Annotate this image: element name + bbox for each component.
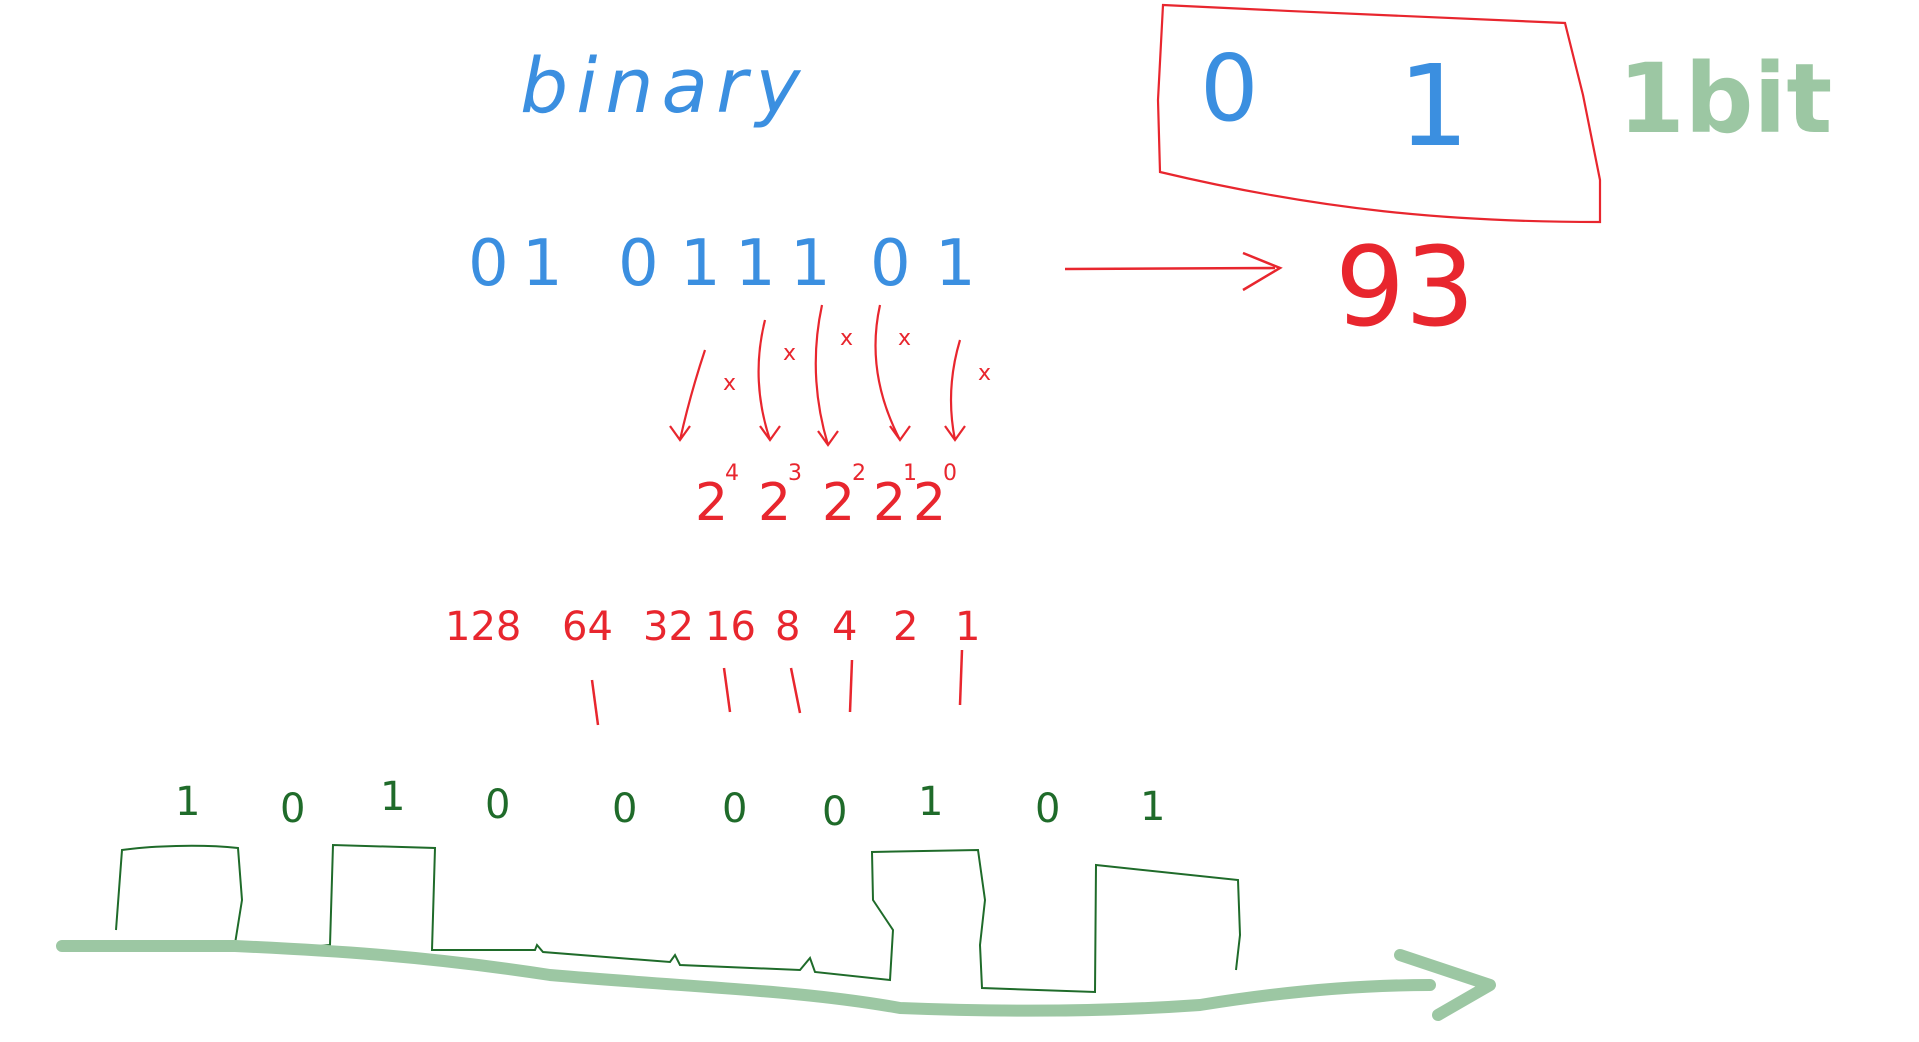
bit-label: 1bit bbox=[1618, 43, 1832, 155]
signal-bit: 1 bbox=[175, 779, 200, 825]
down-arrows: x x x x x bbox=[669, 304, 991, 447]
multiply-mark: x bbox=[723, 371, 736, 396]
down-arrow bbox=[814, 304, 839, 447]
down-arrow bbox=[874, 304, 911, 442]
power-base: 2 bbox=[758, 473, 791, 533]
power-exponent: 3 bbox=[788, 461, 802, 486]
tick-16 bbox=[722, 667, 732, 713]
arrow-to-result bbox=[1064, 251, 1283, 292]
bit-box-outline bbox=[1156, 3, 1602, 224]
power-exponent: 4 bbox=[725, 461, 739, 486]
binary-digit: 1 bbox=[735, 227, 776, 301]
bit-box-one: 1 bbox=[1398, 42, 1469, 172]
signal-bit: 1 bbox=[380, 774, 405, 820]
signal-bit: 1 bbox=[1140, 784, 1165, 830]
signal-bits-row: 1 0 1 0 0 0 0 1 0 1 bbox=[175, 774, 1165, 835]
tick-4 bbox=[848, 659, 854, 713]
power-exponent: 0 bbox=[943, 461, 957, 486]
binary-digit: 0 bbox=[618, 227, 659, 301]
signal-bit: 0 bbox=[280, 786, 305, 832]
place-value-ticks bbox=[590, 649, 964, 726]
title-binary: binary bbox=[520, 41, 808, 130]
multiply-mark: x bbox=[840, 326, 853, 351]
binary-digit: 1 bbox=[790, 227, 831, 301]
down-arrow bbox=[757, 319, 781, 442]
signal-bit: 0 bbox=[485, 782, 510, 828]
signal-bit: 0 bbox=[1035, 786, 1060, 832]
multiply-mark: x bbox=[898, 326, 911, 351]
bit-box-zero: 0 bbox=[1200, 35, 1259, 142]
place-value: 64 bbox=[562, 604, 613, 650]
place-value: 4 bbox=[832, 604, 857, 650]
result-number: 93 bbox=[1335, 223, 1475, 351]
power-exponent: 2 bbox=[852, 461, 866, 486]
place-value: 2 bbox=[893, 604, 918, 650]
power-base: 2 bbox=[695, 473, 728, 533]
signal-bit: 0 bbox=[722, 786, 747, 832]
power-exponent: 1 bbox=[903, 461, 917, 486]
tick-64 bbox=[590, 679, 600, 726]
square-wave bbox=[115, 843, 1242, 994]
place-values-row: 128 64 32 16 8 4 2 1 bbox=[445, 604, 980, 650]
down-arrow bbox=[669, 349, 707, 442]
power-base: 2 bbox=[873, 473, 906, 533]
place-value: 32 bbox=[643, 604, 694, 650]
time-axis-arrow bbox=[56, 940, 1496, 1021]
binary-digit: 0 bbox=[468, 227, 509, 301]
binary-digit: 1 bbox=[935, 227, 976, 301]
binary-digit: 0 bbox=[870, 227, 911, 301]
signal-bit: 0 bbox=[612, 786, 637, 832]
binary-digit: 1 bbox=[680, 227, 721, 301]
signal-bit: 0 bbox=[822, 789, 847, 835]
power-base: 2 bbox=[913, 473, 946, 533]
tick-1 bbox=[958, 649, 964, 706]
down-arrow bbox=[944, 339, 966, 442]
binary-digit: 1 bbox=[522, 227, 563, 301]
place-value: 8 bbox=[775, 604, 800, 650]
multiply-mark: x bbox=[978, 361, 991, 386]
tick-8 bbox=[789, 667, 802, 714]
place-value: 128 bbox=[445, 604, 521, 650]
multiply-mark: x bbox=[783, 341, 796, 366]
place-value: 16 bbox=[705, 604, 756, 650]
signal-bit: 1 bbox=[918, 779, 943, 825]
place-value: 1 bbox=[955, 604, 980, 650]
power-base: 2 bbox=[822, 473, 855, 533]
